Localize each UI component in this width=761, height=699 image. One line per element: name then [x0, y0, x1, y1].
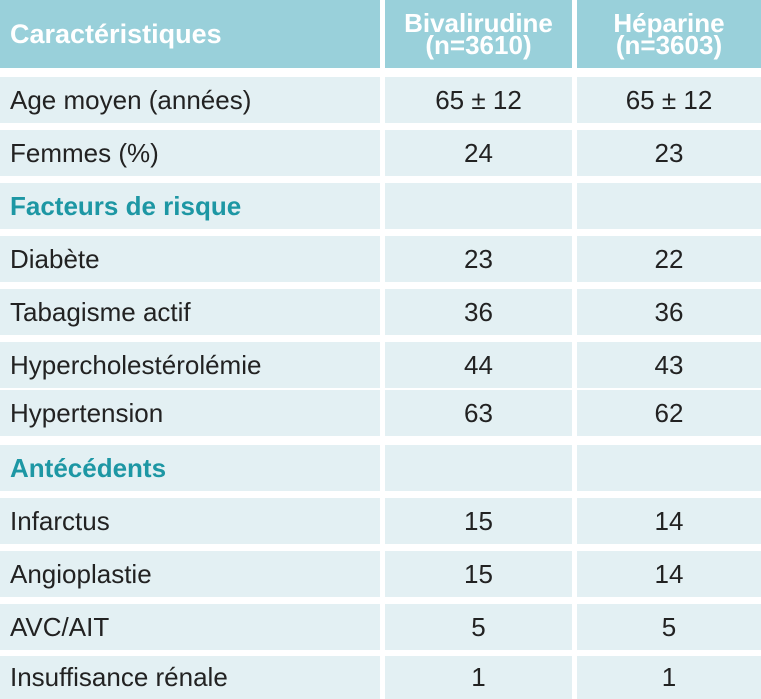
- section-empty-cell: [385, 183, 572, 229]
- table-row: Infarctus 15 14: [0, 498, 761, 544]
- row-bivalirudine-value: 1: [385, 656, 572, 699]
- row-label: AVC/AIT: [0, 604, 380, 650]
- row-bivalirudine-value: 65 ± 12: [385, 77, 572, 123]
- row-bivalirudine-value: 15: [385, 551, 572, 597]
- row-bivalirudine-value: 23: [385, 236, 572, 282]
- row-heparine-value: 65 ± 12: [577, 77, 761, 123]
- row-heparine-value: 14: [577, 551, 761, 597]
- table-row: Angioplastie 15 14: [0, 551, 761, 597]
- section-empty-cell: [577, 183, 761, 229]
- table-row: Tabagisme actif 36 36: [0, 289, 761, 335]
- header-heparine-n: (n=3603): [615, 30, 723, 60]
- row-bivalirudine-value: 24: [385, 130, 572, 176]
- header-bivalirudine-name: Bivalirudine: [404, 8, 553, 38]
- row-bivalirudine-value: 5: [385, 604, 572, 650]
- row-label: Age moyen (années): [0, 77, 380, 123]
- table-row: Hypertension 63 62: [0, 390, 761, 436]
- row-label: Angioplastie: [0, 551, 380, 597]
- row-bivalirudine-value: 36: [385, 289, 572, 335]
- section-title: Facteurs de risque: [0, 183, 380, 229]
- header-heparine: Héparine (n=3603): [577, 0, 761, 68]
- section-empty-cell: [385, 445, 572, 491]
- table-row: Femmes (%) 24 23: [0, 130, 761, 176]
- row-heparine-value: 43: [577, 342, 761, 388]
- row-label: Tabagisme actif: [0, 289, 380, 335]
- header-bivalirudine-n: (n=3610): [425, 30, 532, 60]
- table-row: Diabète 23 22: [0, 236, 761, 282]
- section-row: Antécédents: [0, 445, 761, 491]
- table-header-row: Caractéristiques Bivalirudine (n=3610) H…: [0, 0, 761, 68]
- header-characteristics: Caractéristiques: [0, 0, 380, 68]
- header-heparine-name: Héparine: [613, 8, 725, 38]
- row-label: Hypertension: [0, 390, 380, 436]
- table-row: AVC/AIT 5 5: [0, 604, 761, 650]
- section-empty-cell: [577, 445, 761, 491]
- row-heparine-value: 23: [577, 130, 761, 176]
- row-bivalirudine-value: 44: [385, 342, 572, 388]
- table-row: Insuffisance rénale 1 1: [0, 656, 761, 699]
- header-bivalirudine: Bivalirudine (n=3610): [385, 0, 572, 68]
- row-label: Hypercholestérolémie: [0, 342, 380, 388]
- row-heparine-value: 1: [577, 656, 761, 699]
- section-title: Antécédents: [0, 445, 380, 491]
- table-row: Age moyen (années) 65 ± 12 65 ± 12: [0, 77, 761, 123]
- row-label: Infarctus: [0, 498, 380, 544]
- table-row: Hypercholestérolémie 44 43: [0, 342, 761, 388]
- row-heparine-value: 62: [577, 390, 761, 436]
- row-heparine-value: 22: [577, 236, 761, 282]
- row-label: Diabète: [0, 236, 380, 282]
- row-bivalirudine-value: 15: [385, 498, 572, 544]
- row-bivalirudine-value: 63: [385, 390, 572, 436]
- row-heparine-value: 14: [577, 498, 761, 544]
- row-heparine-value: 36: [577, 289, 761, 335]
- row-heparine-value: 5: [577, 604, 761, 650]
- row-label: Femmes (%): [0, 130, 380, 176]
- row-label: Insuffisance rénale: [0, 656, 380, 699]
- section-row: Facteurs de risque: [0, 183, 761, 229]
